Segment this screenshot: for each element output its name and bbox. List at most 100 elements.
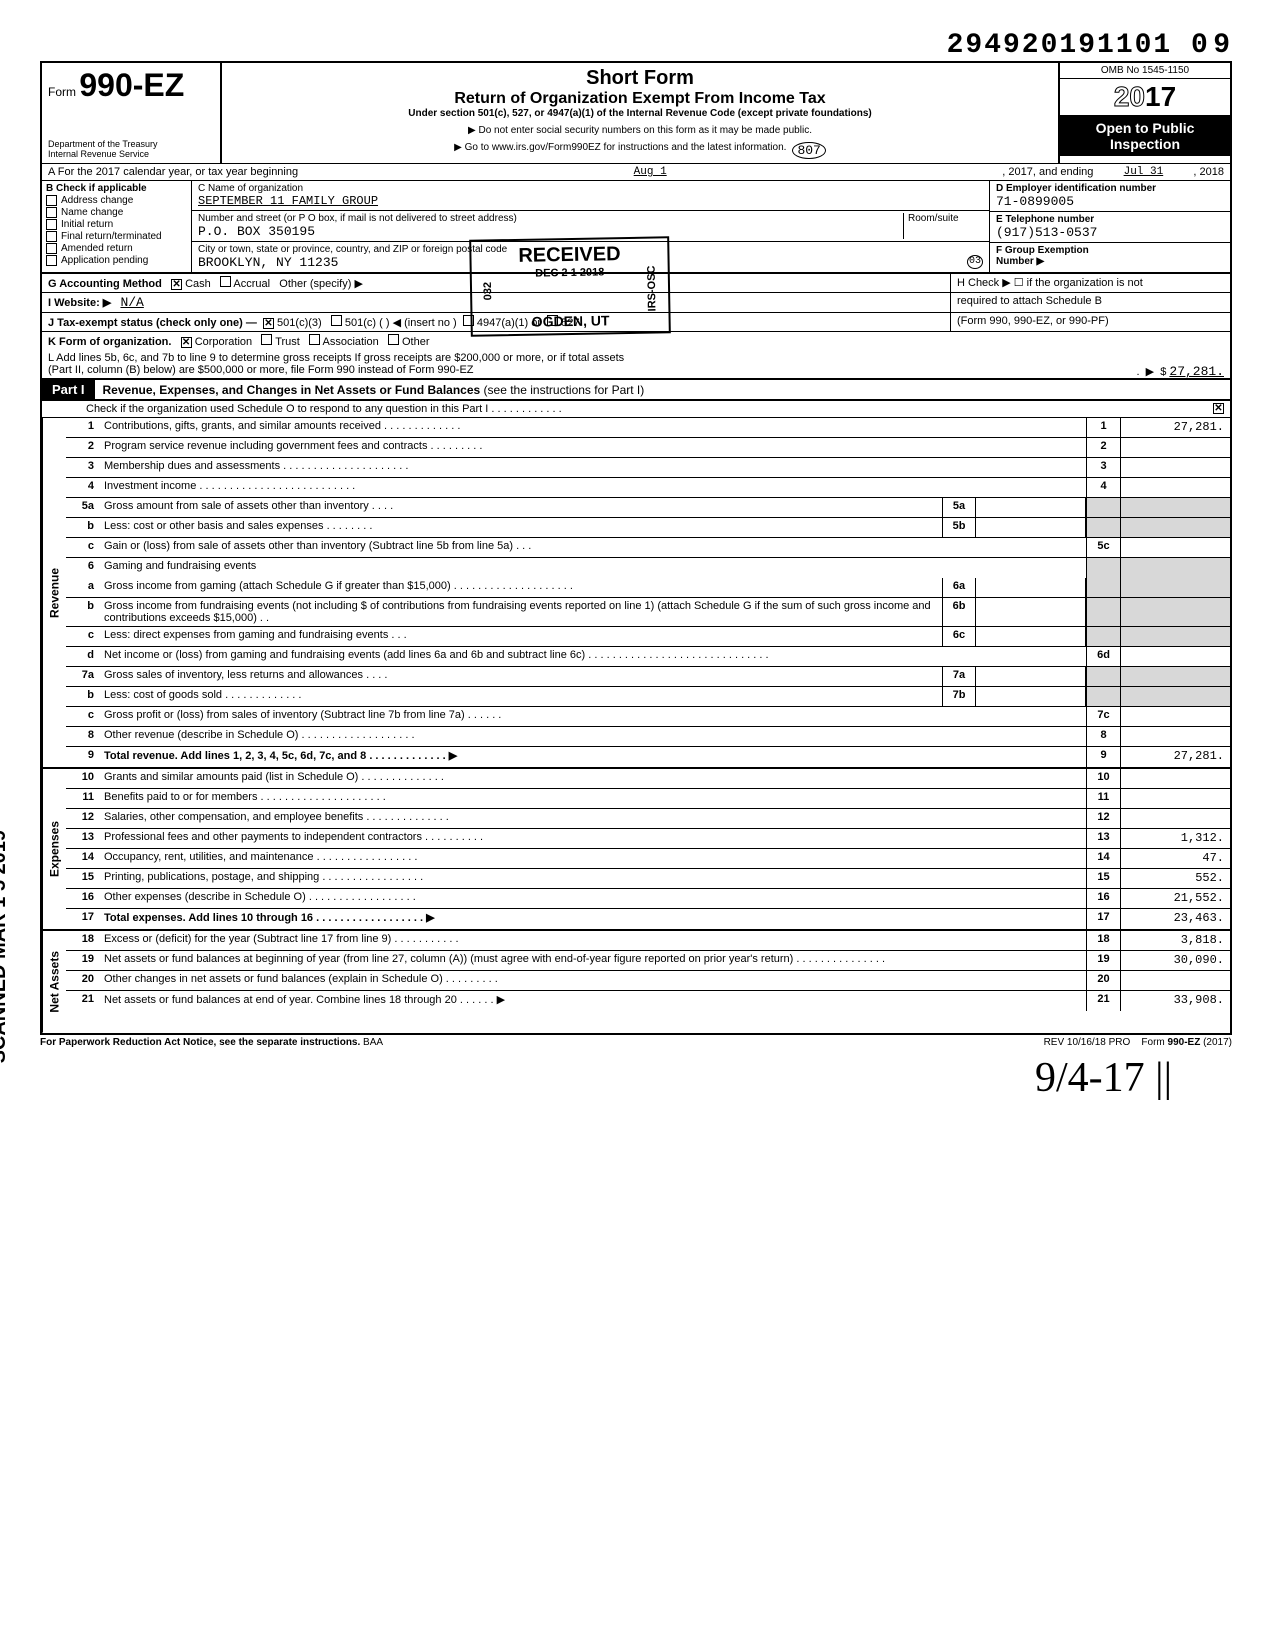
side-net-assets: Net Assets <box>42 931 66 1033</box>
l5b-desc: Less: cost or other basis and sales expe… <box>100 518 942 537</box>
form-label: Form <box>48 85 76 99</box>
footer-form: Form 990-EZ (2017) <box>1141 1037 1232 1048</box>
side-expenses: Expenses <box>42 769 66 929</box>
ck-501c3[interactable] <box>263 318 274 329</box>
footer-baa: BAA <box>363 1037 383 1048</box>
l4-amt <box>1120 478 1230 497</box>
ck-schedule-o[interactable] <box>1213 403 1224 414</box>
k-label: K Form of organization. <box>48 336 171 348</box>
ck-assoc[interactable] <box>309 334 320 345</box>
l17-amt: 23,463. <box>1120 909 1230 929</box>
k-corp: Corporation <box>195 336 252 348</box>
form-number: 990-EZ <box>79 67 184 103</box>
ty-end: Jul 31 <box>1093 166 1193 178</box>
ein: 71-0899005 <box>996 194 1224 209</box>
l12-amt <box>1120 809 1230 828</box>
l1-amt: 27,281. <box>1120 418 1230 437</box>
line-a-label: A For the 2017 calendar year, or tax yea… <box>48 166 298 178</box>
g-label: G Accounting Method <box>48 278 162 290</box>
l17-desc: Total expenses. Add lines 10 through 16 … <box>100 909 1086 929</box>
l-label: L Add lines 5b, 6c, and 7b to line 9 to … <box>48 352 1224 364</box>
ck-cash[interactable] <box>171 279 182 290</box>
h-label2: required to attach Schedule B <box>950 293 1230 313</box>
ck-initial-return[interactable] <box>46 219 57 230</box>
l8-desc: Other revenue (describe in Schedule O) .… <box>100 727 1086 746</box>
h-label3: (Form 990, 990-EZ, or 990-PF) <box>950 313 1230 332</box>
g-other: Other (specify) ▶ <box>279 278 363 290</box>
l5a-desc: Gross amount from sale of assets other t… <box>100 498 942 517</box>
part1-tag: Part I <box>42 380 95 399</box>
l16-amt: 21,552. <box>1120 889 1230 908</box>
l19-amt: 30,090. <box>1120 951 1230 970</box>
ck-final-return[interactable] <box>46 231 57 242</box>
c-addr-label: Number and street (or P O box, if mail i… <box>198 213 903 224</box>
l18-desc: Excess or (deficit) for the year (Subtra… <box>100 931 1086 950</box>
j-501c: 501(c) ( ) ◀ (insert no ) <box>345 317 457 329</box>
opt-app-pending: Application pending <box>61 255 148 266</box>
opt-name-change: Name change <box>61 207 123 218</box>
city-mark: 03 <box>967 255 983 269</box>
scanned-stamp: SCANNED MAR 1 5 2019 <box>0 830 11 1063</box>
ck-amended[interactable] <box>46 243 57 254</box>
l6-desc: Gaming and fundraising events <box>100 558 1086 578</box>
ck-corp[interactable] <box>181 337 192 348</box>
stamp-032: 032 <box>482 268 495 314</box>
ck-501c[interactable] <box>331 315 342 326</box>
telephone: (917)513-0537 <box>996 225 1224 240</box>
f-group-label: F Group Exemption Number ▶ <box>990 243 1230 269</box>
l14-amt: 47. <box>1120 849 1230 868</box>
ck-address-change[interactable] <box>46 195 57 206</box>
org-city: BROOKLYN, NY 11235 <box>198 255 338 270</box>
l6c-desc: Less: direct expenses from gaming and fu… <box>100 627 942 646</box>
ck-app-pending[interactable] <box>46 255 57 266</box>
ssn-warning: ▶ Do not enter social security numbers o… <box>230 125 1050 136</box>
dln-suffix: 9 <box>1213 30 1232 61</box>
l15-desc: Printing, publications, postage, and shi… <box>100 869 1086 888</box>
handwritten-807: 807 <box>792 142 825 159</box>
l6b-desc: Gross income from fundraising events (no… <box>100 598 942 626</box>
ck-other[interactable] <box>388 334 399 345</box>
j-501c3: 501(c)(3) <box>277 317 322 329</box>
ck-name-change[interactable] <box>46 207 57 218</box>
i-label: I Website: ▶ <box>48 297 111 309</box>
stamp-received: RECEIVED <box>481 242 657 268</box>
omb-number: OMB No 1545-1150 <box>1060 63 1230 79</box>
stamp-date: DEC 2 1 2018 <box>535 266 605 313</box>
l-amount: 27,281. <box>1169 364 1224 379</box>
l3-desc: Membership dues and assessments . . . . … <box>100 458 1086 477</box>
k-other: Other <box>402 336 430 348</box>
l9-amt: 27,281. <box>1120 747 1230 767</box>
l16-desc: Other expenses (describe in Schedule O) … <box>100 889 1086 908</box>
l20-desc: Other changes in net assets or fund bala… <box>100 971 1086 990</box>
l13-desc: Professional fees and other payments to … <box>100 829 1086 848</box>
l10-amt <box>1120 769 1230 788</box>
l1-desc: Contributions, gifts, grants, and simila… <box>100 418 1086 437</box>
room-suite-label: Room/suite <box>903 213 983 239</box>
return-title: Return of Organization Exempt From Incom… <box>230 90 1050 108</box>
stamp-irs: IRS-OSC <box>646 265 659 311</box>
l8-amt <box>1120 727 1230 746</box>
under-section: Under section 501(c), 527, or 4947(a)(1)… <box>230 108 1050 119</box>
ck-trust[interactable] <box>261 334 272 345</box>
part1-check-label: Check if the organization used Schedule … <box>86 403 562 415</box>
l14-desc: Occupancy, rent, utilities, and maintena… <box>100 849 1086 868</box>
l6d-amt <box>1120 647 1230 666</box>
l21-desc: Net assets or fund balances at end of ye… <box>100 991 1086 1011</box>
opt-final-return: Final return/terminated <box>61 231 162 242</box>
website: N/A <box>120 295 143 310</box>
c-name-label: C Name of organization <box>198 183 983 194</box>
l4-desc: Investment income . . . . . . . . . . . … <box>100 478 1086 497</box>
l11-amt <box>1120 789 1230 808</box>
l6d-desc: Net income or (loss) from gaming and fun… <box>100 647 1086 666</box>
part1-title: Revenue, Expenses, and Changes in Net As… <box>103 383 481 397</box>
ck-accrual[interactable] <box>220 276 231 287</box>
j-label: J Tax-exempt status (check only one) — <box>48 317 257 329</box>
open-to-public: Open to Public Inspection <box>1060 116 1230 156</box>
d-ein-label: D Employer identification number <box>996 183 1224 194</box>
l3-amt <box>1120 458 1230 477</box>
k-assoc: Association <box>322 336 378 348</box>
stamp-ogden: OGDEN, UT <box>482 311 658 330</box>
l6a-desc: Gross income from gaming (attach Schedul… <box>100 578 942 597</box>
l18-amt: 3,818. <box>1120 931 1230 950</box>
l10-desc: Grants and similar amounts paid (list in… <box>100 769 1086 788</box>
